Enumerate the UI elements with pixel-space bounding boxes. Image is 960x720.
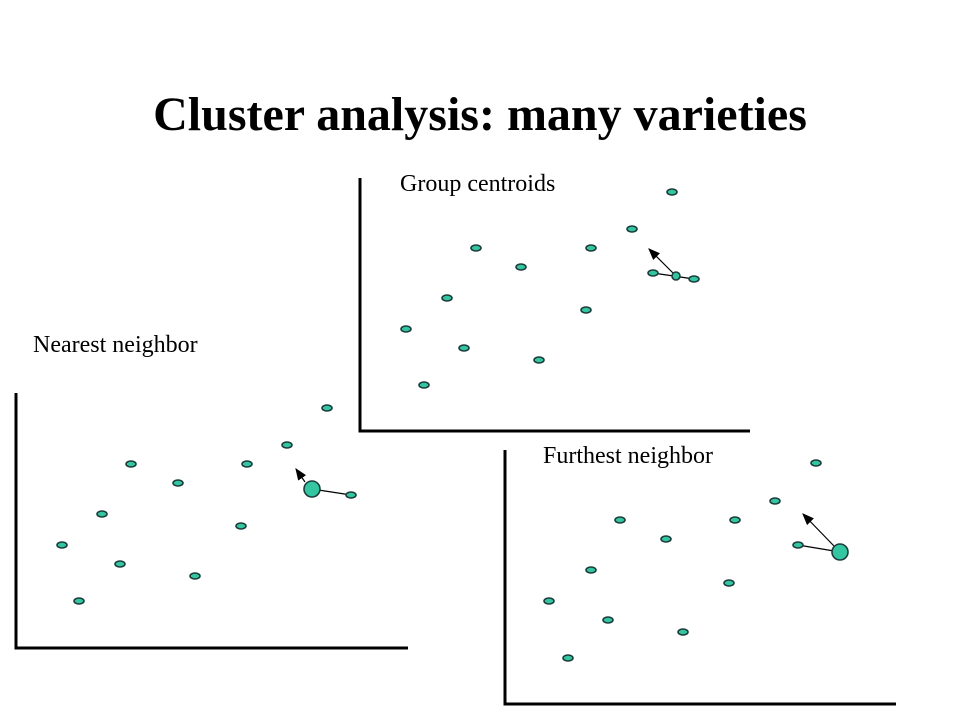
group-centroids-panel: Group centroids [358,171,750,433]
panel-label: Group centroids [400,171,555,197]
axes [358,178,750,433]
arrow [648,248,677,277]
arrow [802,513,835,547]
panel-label: Furthest neighbor [543,443,713,469]
furthest-neighbor-panel: Furthest neighbor [503,443,896,706]
points [400,188,700,389]
arrow [295,468,307,483]
nearest-neighbor-panel: Nearest neighbor [14,332,408,650]
axes [14,393,408,650]
panel-label: Nearest neighbor [33,332,198,358]
points [543,459,849,662]
title: Cluster analysis: many varieties [153,88,807,141]
points [56,404,357,605]
axes [503,450,896,706]
